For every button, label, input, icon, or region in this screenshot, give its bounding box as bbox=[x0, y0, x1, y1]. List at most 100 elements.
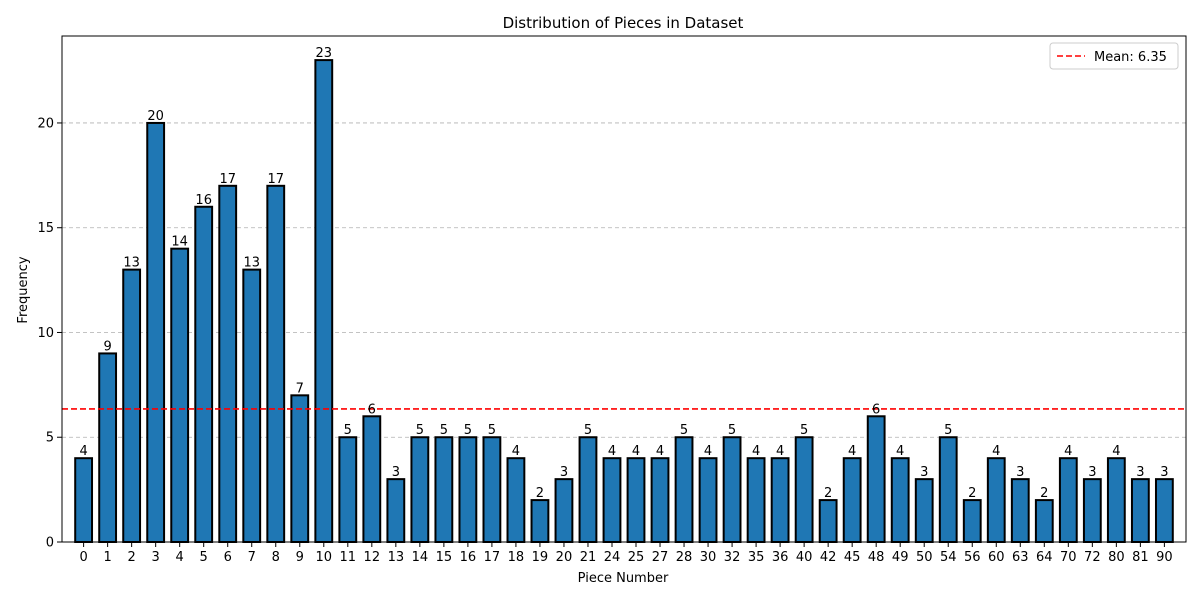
bar-value-label: 6 bbox=[368, 402, 376, 417]
x-tick-label: 28 bbox=[676, 550, 693, 565]
bar-value-label: 4 bbox=[608, 444, 616, 459]
bar-value-label: 4 bbox=[656, 444, 664, 459]
bar-value-label: 4 bbox=[776, 444, 784, 459]
bar-72 bbox=[1082, 478, 1102, 543]
bar-5 bbox=[194, 205, 214, 543]
y-axis-label: Frequency bbox=[16, 256, 31, 323]
bar-value-label: 7 bbox=[296, 381, 304, 396]
x-tick-label: 50 bbox=[916, 550, 933, 565]
bar-54 bbox=[938, 436, 958, 543]
bar-36 bbox=[770, 457, 790, 544]
bar-28 bbox=[674, 436, 694, 543]
bar-value-label: 5 bbox=[416, 423, 424, 438]
x-tick-label: 13 bbox=[388, 550, 405, 565]
y-tick-label: 20 bbox=[37, 116, 54, 131]
x-axis-label: Piece Number bbox=[578, 571, 669, 586]
bar-value-label: 2 bbox=[536, 486, 544, 501]
bar-42 bbox=[818, 499, 838, 544]
bar-value-label: 4 bbox=[896, 444, 904, 459]
x-tick-label: 15 bbox=[436, 550, 453, 565]
bar-7 bbox=[242, 268, 262, 543]
x-tick-label: 60 bbox=[988, 550, 1005, 565]
bar-value-label: 5 bbox=[800, 423, 808, 438]
x-tick-label: 35 bbox=[748, 550, 765, 565]
x-tick-label: 19 bbox=[532, 550, 549, 565]
x-tick-label: 7 bbox=[248, 550, 256, 565]
bar-11 bbox=[338, 436, 358, 543]
bar-value-label: 5 bbox=[680, 423, 688, 438]
y-tick-label: 0 bbox=[46, 536, 54, 551]
x-tick-label: 18 bbox=[508, 550, 525, 565]
bar-value-label: 2 bbox=[968, 486, 976, 501]
legend-label-mean: Mean: 6.35 bbox=[1094, 50, 1167, 65]
bar-27 bbox=[650, 457, 670, 544]
x-tick-label: 32 bbox=[724, 550, 741, 565]
bar-value-label: 5 bbox=[344, 423, 352, 438]
bar-2 bbox=[122, 268, 142, 543]
bar-value-label: 13 bbox=[243, 256, 260, 271]
x-tick-label: 63 bbox=[1012, 550, 1029, 565]
bar-value-label: 5 bbox=[488, 423, 496, 438]
bar-value-label: 16 bbox=[195, 193, 212, 208]
bar-21 bbox=[578, 436, 598, 543]
bar-48 bbox=[866, 415, 886, 543]
bar-value-label: 2 bbox=[824, 486, 832, 501]
bar-49 bbox=[890, 457, 910, 544]
x-tick-label: 8 bbox=[272, 550, 280, 565]
bar-value-label: 4 bbox=[848, 444, 856, 459]
x-tick-label: 64 bbox=[1036, 550, 1053, 565]
bar-56 bbox=[962, 499, 982, 544]
bars bbox=[74, 59, 1174, 544]
bar-value-label: 4 bbox=[632, 444, 640, 459]
bar-value-label: 5 bbox=[728, 423, 736, 438]
bar-value-label: 4 bbox=[752, 444, 760, 459]
bar-12 bbox=[362, 415, 382, 543]
bar-16 bbox=[458, 436, 478, 543]
bar-value-label: 4 bbox=[79, 444, 87, 459]
bar-14 bbox=[410, 436, 430, 543]
bar-value-label: 3 bbox=[1160, 465, 1168, 480]
bar-value-label: 4 bbox=[704, 444, 712, 459]
x-tick-label: 27 bbox=[652, 550, 669, 565]
bar-value-label: 5 bbox=[944, 423, 952, 438]
bar-19 bbox=[530, 499, 550, 544]
bar-64 bbox=[1034, 499, 1054, 544]
bar-10 bbox=[314, 59, 334, 543]
x-tick-label: 4 bbox=[176, 550, 184, 565]
x-tick-label: 48 bbox=[868, 550, 885, 565]
x-tick-label: 70 bbox=[1060, 550, 1077, 565]
bar-value-label: 5 bbox=[584, 423, 592, 438]
bar-value-label: 9 bbox=[103, 339, 111, 354]
bar-value-label: 6 bbox=[872, 402, 880, 417]
x-tick-label: 10 bbox=[316, 550, 333, 565]
bar-value-label: 14 bbox=[171, 235, 188, 250]
x-tick-label: 42 bbox=[820, 550, 837, 565]
bar-50 bbox=[914, 478, 934, 543]
x-tick-label: 21 bbox=[580, 550, 597, 565]
bar-value-label: 3 bbox=[560, 465, 568, 480]
x-tick-label: 25 bbox=[628, 550, 645, 565]
x-tick-label: 40 bbox=[796, 550, 813, 565]
bar-18 bbox=[506, 457, 526, 544]
x-tick-label: 9 bbox=[296, 550, 304, 565]
x-tick-label: 72 bbox=[1084, 550, 1101, 565]
x-tick-label: 36 bbox=[772, 550, 789, 565]
bar-value-label: 4 bbox=[512, 444, 520, 459]
x-tick-label: 3 bbox=[152, 550, 160, 565]
x-tick-label: 5 bbox=[200, 550, 208, 565]
x-tick-label: 6 bbox=[224, 550, 232, 565]
bar-value-label: 5 bbox=[464, 423, 472, 438]
bar-80 bbox=[1106, 457, 1126, 544]
x-tick-label: 14 bbox=[412, 550, 429, 565]
bar-8 bbox=[266, 184, 286, 544]
bar-value-label: 3 bbox=[392, 465, 400, 480]
x-tick-label: 45 bbox=[844, 550, 861, 565]
bar-30 bbox=[698, 457, 718, 544]
bar-value-label: 3 bbox=[1088, 465, 1096, 480]
x-tick-label: 0 bbox=[79, 550, 87, 565]
bar-value-label: 4 bbox=[992, 444, 1000, 459]
bar-24 bbox=[602, 457, 622, 544]
x-tick-label: 11 bbox=[340, 550, 357, 565]
